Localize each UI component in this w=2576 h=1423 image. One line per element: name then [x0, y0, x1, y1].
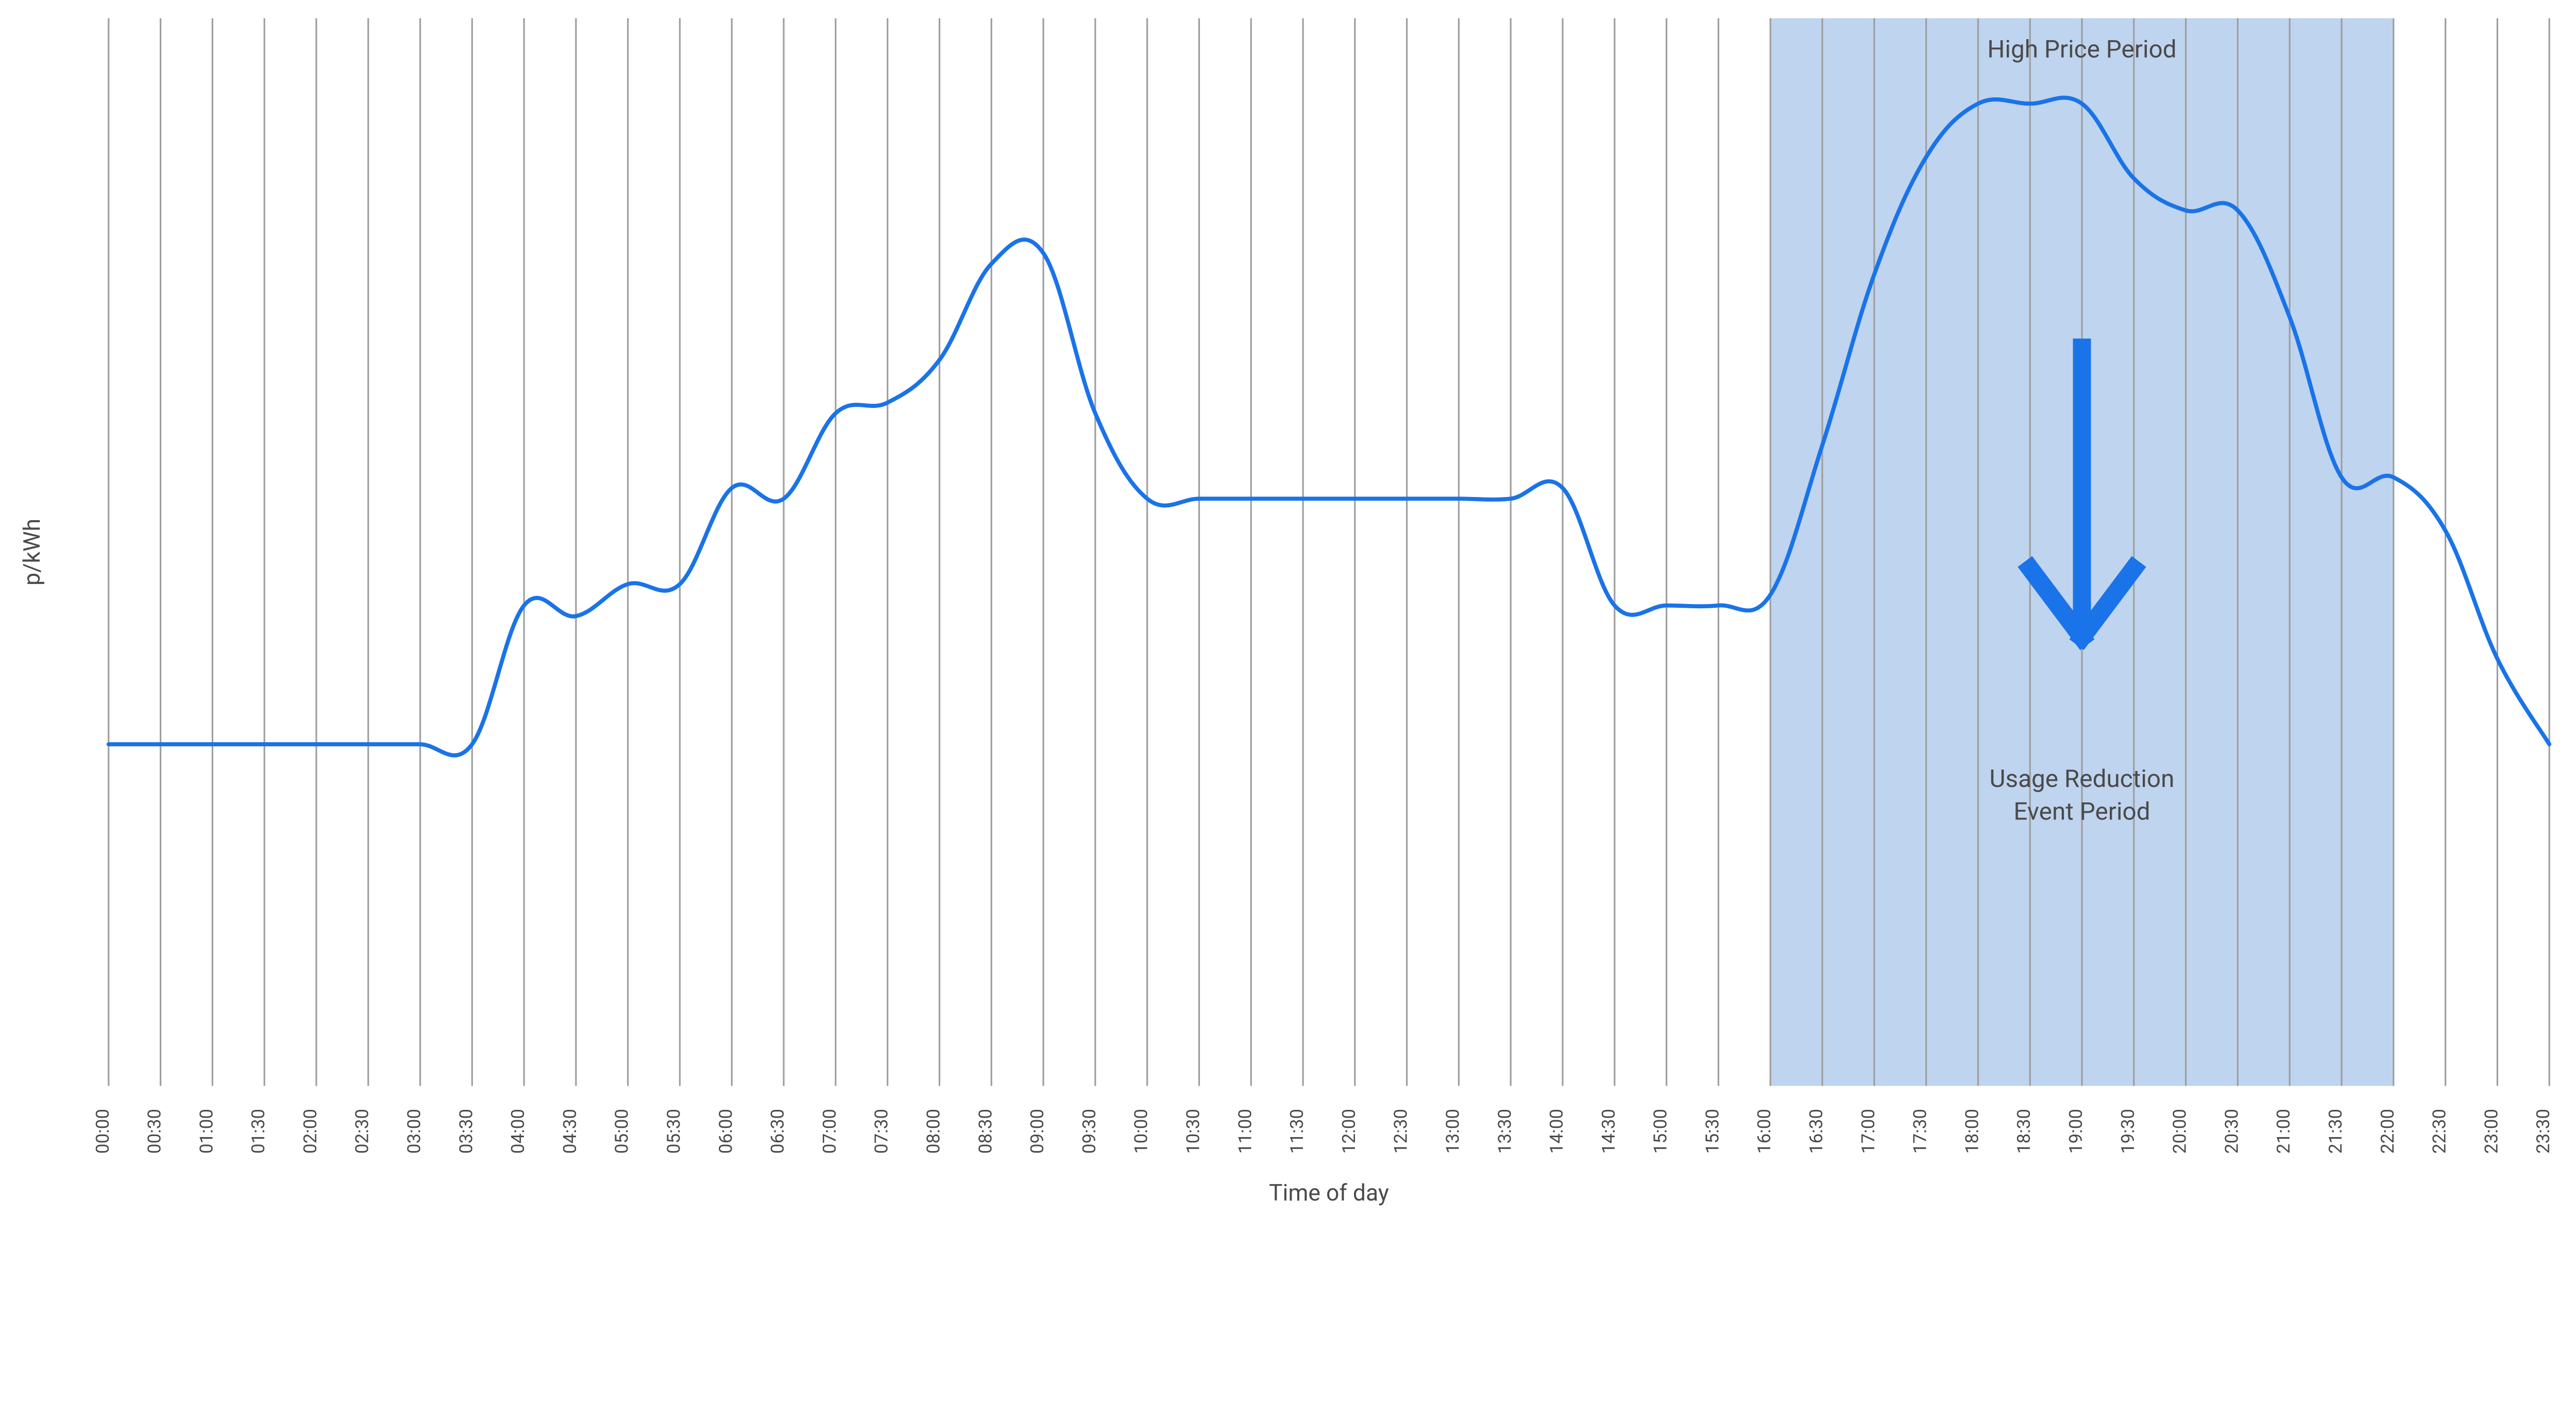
x-tick-label: 00:30 [144, 1109, 165, 1154]
x-tick-label: 02:30 [352, 1109, 373, 1154]
x-tick-label: 18:00 [1961, 1109, 1982, 1154]
x-tick-label: 15:00 [1650, 1109, 1671, 1154]
usage-reduction-label-1: Usage Reduction [1990, 764, 2175, 793]
x-tick-label: 15:30 [1702, 1109, 1723, 1154]
x-tick-label: 19:30 [2117, 1109, 2139, 1154]
x-tick-label: 14:00 [1546, 1109, 1567, 1154]
x-tick-label: 18:30 [2013, 1109, 2035, 1154]
x-tick-label: 23:30 [2533, 1109, 2554, 1154]
x-tick-label: 17:00 [1858, 1109, 1879, 1154]
y-axis-label: p/kWh [19, 519, 45, 586]
x-tick-label: 09:00 [1027, 1109, 1048, 1154]
x-tick-label: 10:30 [1182, 1109, 1204, 1154]
x-tick-label: 13:30 [1494, 1109, 1515, 1154]
chart-container: 00:00 00:30 01:00 01:30 02:00 02:30 03:00 03:30… [0, 0, 2576, 1227]
x-tick-label: 06:00 [715, 1109, 736, 1154]
x-tick-label: 22:00 [2377, 1109, 2398, 1154]
x-tick-label: 10:00 [1131, 1109, 1152, 1154]
x-axis-label: Time of day [1269, 1179, 1389, 1206]
x-tick-label: 07:00 [819, 1109, 840, 1154]
high-price-label: High Price Period [1987, 35, 2176, 64]
x-tick-label: 11:00 [1234, 1109, 1256, 1154]
x-tick-label: 13:00 [1442, 1109, 1463, 1154]
x-tick-label: 22:30 [2429, 1109, 2450, 1154]
x-tick-label: 00:00 [92, 1109, 113, 1154]
x-tick-label: 09:30 [1079, 1109, 1100, 1154]
x-tick-label: 03:30 [455, 1109, 477, 1154]
x-tick-label: 04:00 [507, 1109, 529, 1154]
usage-reduction-label-2: Event Period [2013, 797, 2150, 826]
x-tick-label: 01:30 [248, 1109, 269, 1154]
x-tick-label: 03:00 [404, 1109, 425, 1154]
x-tick-label: 14:30 [1598, 1109, 1619, 1154]
x-tick-label: 17:30 [1910, 1109, 1931, 1154]
x-tick-label: 23:00 [2481, 1109, 2502, 1154]
x-tick-label: 16:00 [1754, 1109, 1775, 1154]
x-tick-label: 21:00 [2273, 1109, 2294, 1154]
price-chart: 00:00 00:30 01:00 01:30 02:00 02:30 03:00 03:30… [10, 5, 2566, 1217]
x-tick-label: 20:00 [2170, 1109, 2191, 1154]
x-tick-label: 16:30 [1806, 1109, 1827, 1154]
x-tick-label: 06:30 [767, 1109, 788, 1154]
x-tick-label: 04:30 [560, 1109, 581, 1154]
x-tick-label: 12:30 [1391, 1109, 1412, 1154]
x-tick-label: 11:30 [1286, 1109, 1308, 1154]
x-tick-label: 01:00 [196, 1109, 217, 1154]
x-tick-label: 02:00 [300, 1109, 321, 1154]
x-tick-label: 08:30 [975, 1109, 996, 1154]
x-tick-label: 05:00 [612, 1109, 633, 1154]
x-tick-label: 20:30 [2221, 1109, 2242, 1154]
x-tick-label: 07:30 [871, 1109, 892, 1154]
x-tick-label: 21:30 [2325, 1109, 2346, 1154]
x-tick-label: 08:00 [923, 1109, 944, 1154]
x-tick-label: 12:00 [1338, 1109, 1360, 1154]
x-tick-label: 19:00 [2065, 1109, 2087, 1154]
x-tick-label: 05:30 [664, 1109, 685, 1154]
